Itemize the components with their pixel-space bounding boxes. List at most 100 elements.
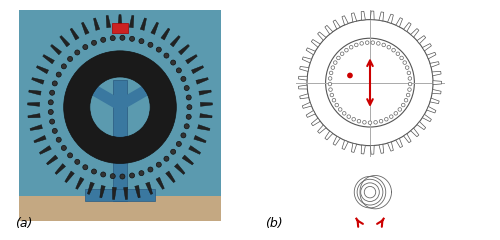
Circle shape bbox=[406, 66, 409, 69]
Polygon shape bbox=[306, 110, 316, 117]
Polygon shape bbox=[432, 71, 441, 76]
Polygon shape bbox=[170, 36, 180, 47]
Circle shape bbox=[334, 61, 337, 64]
Polygon shape bbox=[325, 131, 333, 140]
Polygon shape bbox=[124, 187, 128, 199]
Polygon shape bbox=[312, 118, 320, 126]
Circle shape bbox=[354, 43, 358, 47]
Circle shape bbox=[120, 35, 125, 40]
Circle shape bbox=[347, 115, 350, 118]
Polygon shape bbox=[94, 18, 100, 30]
Polygon shape bbox=[427, 107, 436, 113]
Polygon shape bbox=[129, 15, 134, 28]
Polygon shape bbox=[312, 40, 320, 47]
Polygon shape bbox=[302, 102, 312, 108]
Polygon shape bbox=[298, 85, 308, 89]
Polygon shape bbox=[298, 76, 308, 80]
Polygon shape bbox=[28, 90, 41, 95]
Polygon shape bbox=[88, 182, 94, 194]
Circle shape bbox=[402, 103, 405, 107]
Circle shape bbox=[139, 171, 144, 176]
Circle shape bbox=[382, 43, 386, 47]
Polygon shape bbox=[370, 145, 374, 154]
Circle shape bbox=[340, 52, 344, 56]
Circle shape bbox=[368, 121, 372, 125]
Polygon shape bbox=[40, 146, 52, 154]
Circle shape bbox=[360, 42, 364, 45]
Polygon shape bbox=[318, 32, 326, 40]
Circle shape bbox=[328, 88, 332, 91]
Circle shape bbox=[376, 42, 380, 45]
Circle shape bbox=[130, 173, 134, 178]
Polygon shape bbox=[55, 164, 66, 174]
Circle shape bbox=[184, 124, 189, 129]
Polygon shape bbox=[370, 11, 374, 20]
Polygon shape bbox=[194, 135, 206, 143]
Polygon shape bbox=[161, 28, 170, 40]
Polygon shape bbox=[166, 171, 175, 183]
Polygon shape bbox=[76, 177, 84, 189]
Polygon shape bbox=[433, 81, 442, 84]
Circle shape bbox=[338, 108, 342, 111]
Circle shape bbox=[56, 137, 61, 142]
Circle shape bbox=[352, 117, 356, 121]
Polygon shape bbox=[200, 102, 212, 106]
Polygon shape bbox=[196, 78, 208, 84]
Polygon shape bbox=[42, 54, 54, 64]
Polygon shape bbox=[156, 177, 164, 189]
Polygon shape bbox=[106, 15, 111, 28]
Polygon shape bbox=[300, 66, 309, 72]
Circle shape bbox=[342, 112, 346, 115]
Polygon shape bbox=[404, 23, 411, 31]
Circle shape bbox=[170, 149, 175, 154]
Polygon shape bbox=[46, 155, 58, 165]
Circle shape bbox=[336, 56, 340, 60]
Polygon shape bbox=[333, 136, 340, 145]
Polygon shape bbox=[36, 66, 48, 74]
Polygon shape bbox=[388, 14, 394, 23]
Polygon shape bbox=[199, 90, 211, 95]
Polygon shape bbox=[410, 29, 419, 37]
Polygon shape bbox=[333, 20, 340, 29]
Polygon shape bbox=[361, 145, 366, 154]
Circle shape bbox=[176, 68, 182, 73]
Circle shape bbox=[164, 53, 169, 58]
Polygon shape bbox=[200, 114, 212, 118]
Circle shape bbox=[62, 145, 66, 150]
Bar bbox=[113, 80, 127, 201]
Circle shape bbox=[176, 141, 182, 146]
Circle shape bbox=[396, 52, 400, 56]
Circle shape bbox=[48, 109, 54, 114]
Polygon shape bbox=[417, 36, 426, 44]
Circle shape bbox=[328, 82, 332, 86]
Circle shape bbox=[331, 66, 334, 69]
Circle shape bbox=[184, 85, 189, 90]
Polygon shape bbox=[182, 155, 194, 165]
Polygon shape bbox=[325, 25, 333, 34]
Polygon shape bbox=[28, 114, 40, 118]
Polygon shape bbox=[65, 171, 74, 183]
Circle shape bbox=[362, 120, 366, 124]
Circle shape bbox=[371, 41, 374, 44]
Circle shape bbox=[350, 45, 353, 49]
Polygon shape bbox=[352, 13, 356, 22]
Circle shape bbox=[156, 162, 162, 167]
Circle shape bbox=[400, 56, 404, 60]
Circle shape bbox=[120, 174, 125, 179]
Circle shape bbox=[398, 108, 402, 111]
Circle shape bbox=[366, 41, 369, 44]
Polygon shape bbox=[342, 140, 348, 150]
Polygon shape bbox=[34, 135, 46, 143]
Circle shape bbox=[100, 37, 105, 42]
Circle shape bbox=[50, 90, 54, 95]
Circle shape bbox=[408, 88, 412, 91]
Circle shape bbox=[156, 47, 162, 52]
Circle shape bbox=[92, 40, 96, 45]
Polygon shape bbox=[178, 44, 190, 55]
Circle shape bbox=[328, 77, 332, 80]
Circle shape bbox=[408, 77, 412, 80]
Polygon shape bbox=[302, 57, 312, 63]
Circle shape bbox=[148, 167, 153, 172]
Circle shape bbox=[407, 71, 410, 75]
Circle shape bbox=[392, 48, 396, 52]
